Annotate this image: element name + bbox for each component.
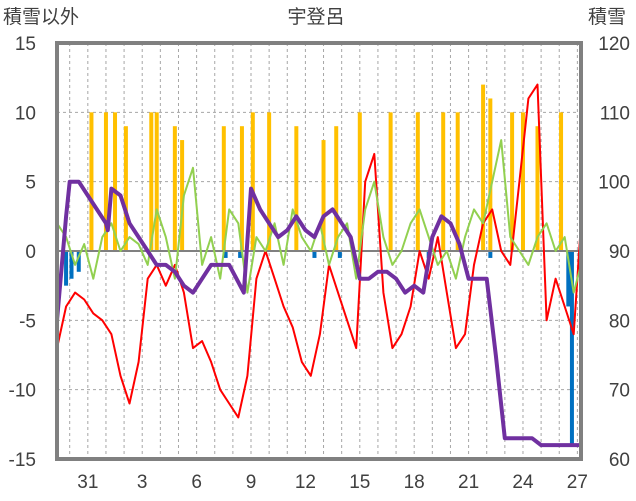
snowfall-bar — [357, 112, 362, 251]
x-tick: 21 — [458, 472, 479, 493]
snowfall-bar — [415, 112, 420, 251]
x-tick: 31 — [77, 472, 98, 493]
snowfall-bar — [172, 126, 177, 251]
snowfall-bar — [481, 84, 486, 251]
snow_depth-line — [55, 179, 581, 448]
x-tick: 15 — [349, 472, 370, 493]
left-y-axis: 15 10 5 0 -5 -10 -15 — [9, 34, 36, 471]
snowfall-bar — [510, 112, 515, 251]
y-tick-right: 80 — [609, 311, 630, 332]
x-tick: 24 — [512, 472, 534, 493]
precipitation-bar — [566, 251, 571, 307]
snowfall-bar — [455, 112, 460, 251]
snowfall-bar — [113, 112, 118, 251]
y-tick-left: -15 — [9, 450, 36, 471]
snowfall-bar — [89, 112, 94, 251]
chart-title: 宇登呂 — [287, 6, 344, 28]
bars-layer — [64, 84, 574, 446]
y-tick-right: 110 — [600, 103, 630, 124]
snowfall-bar — [520, 112, 525, 251]
snowfall-bar — [388, 112, 393, 251]
plot-frame — [55, 41, 583, 461]
snowfall-bar — [180, 140, 185, 251]
snowfall-bar — [294, 126, 299, 251]
snowfall-bar — [239, 126, 244, 251]
precipitation-bar — [312, 251, 317, 258]
y-tick-left: 15 — [15, 34, 36, 55]
snowfall-bar — [123, 126, 128, 251]
y-tick-left: 10 — [15, 103, 36, 124]
y-tick-left: 0 — [25, 242, 36, 263]
y-tick-right: 90 — [609, 242, 630, 263]
wind-line — [56, 139, 582, 294]
snowfall-bar — [221, 126, 226, 251]
precipitation-bar — [69, 251, 74, 279]
precipitation-bar — [337, 251, 342, 258]
y-tick-left: -5 — [19, 311, 36, 332]
x-tick: 9 — [246, 472, 257, 493]
x-tick: 3 — [137, 472, 148, 493]
precipitation-bar — [238, 251, 243, 258]
x-axis: 31 3 6 9 12 15 18 21 24 27 — [77, 472, 588, 493]
precipitation-bar — [64, 251, 69, 286]
precipitation-bar — [76, 251, 81, 272]
temperature-line — [56, 83, 582, 419]
snowfall-bar — [250, 112, 255, 251]
snowfall-bar — [334, 126, 339, 251]
y-tick-right: 120 — [598, 34, 630, 55]
y-tick-right: 60 — [609, 450, 630, 471]
y-tick-left: 5 — [25, 173, 36, 194]
snowfall-bar — [488, 98, 493, 251]
snowfall-bar — [321, 140, 326, 251]
snowfall-bar — [441, 112, 446, 251]
x-tick: 6 — [191, 472, 202, 493]
snowfall-bar — [535, 126, 540, 251]
precipitation-bar — [223, 251, 228, 258]
y-tick-left: -10 — [9, 381, 36, 402]
snowfall-bar — [103, 112, 108, 251]
x-tick: 18 — [404, 472, 425, 493]
snowfall-bar — [149, 112, 154, 251]
precipitation-bar — [488, 251, 493, 258]
precipitation-bar — [569, 251, 574, 446]
x-tick: 27 — [567, 472, 588, 493]
y-tick-right: 100 — [598, 173, 630, 194]
right-axis-label: 積雪 — [588, 6, 626, 28]
y-tick-right: 70 — [609, 381, 630, 402]
right-y-axis: 120 110 100 90 80 70 60 — [598, 34, 630, 471]
x-tick: 12 — [295, 472, 316, 493]
snowfall-bar — [154, 112, 159, 251]
left-axis-label: 積雪以外 — [3, 6, 79, 28]
snowfall-bar — [267, 112, 272, 251]
snowfall-bar — [559, 112, 564, 251]
lines-layer — [55, 83, 582, 448]
